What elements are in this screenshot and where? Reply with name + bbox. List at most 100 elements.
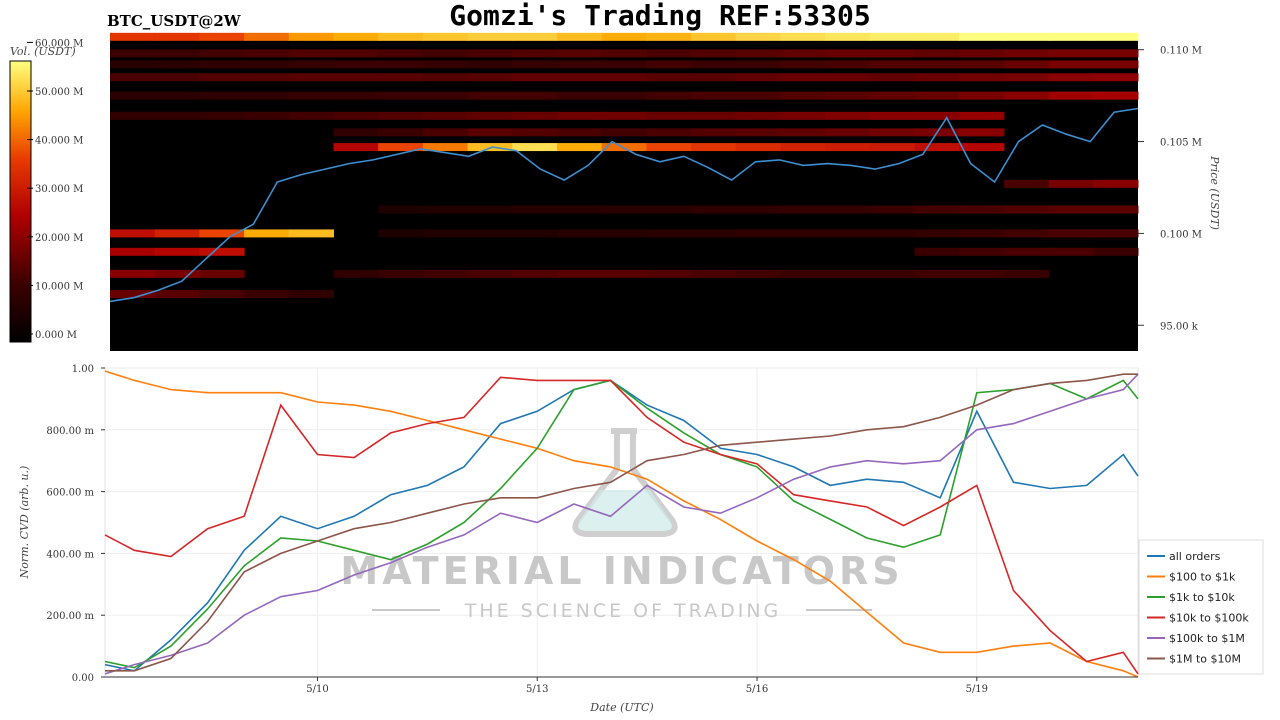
- heatmap-cell: [199, 60, 245, 69]
- heatmap-cell: [244, 60, 290, 69]
- heatmap-cell: [288, 91, 334, 100]
- heatmap-cell: [333, 32, 379, 41]
- heatmap-cell: [735, 143, 781, 152]
- heatmap-cell: [378, 205, 424, 214]
- heatmap-cell: [780, 229, 826, 238]
- cvd-x-tick-label: 5/16: [746, 684, 768, 695]
- heatmap-cell: [959, 205, 1005, 214]
- heatmap-cell: [199, 73, 245, 82]
- heatmap-cell: [556, 60, 603, 69]
- colorbar-tick-label: 20.000 M: [35, 233, 83, 244]
- heatmap-cell: [199, 49, 245, 58]
- legend-item-label: all orders: [1169, 550, 1221, 563]
- heatmap-cell: [691, 91, 737, 100]
- heatmap-cell: [333, 111, 379, 120]
- cvd-series-line: [104, 370, 1139, 678]
- heatmap-cell: [110, 290, 156, 299]
- heatmap-cell: [646, 229, 692, 238]
- cvd-axes: 0.00 200.00 m 400.00 m 600.00 m 800.00 m 1.00…: [46, 364, 1138, 695]
- heatmap-cell: [154, 60, 200, 69]
- colorbar-label: Vol. (USDT): [10, 45, 76, 58]
- heatmap-cell: [1003, 73, 1050, 82]
- heatmap-cell: [959, 73, 1005, 82]
- heatmap-cell: [646, 128, 692, 137]
- heatmap-cell: [735, 91, 781, 100]
- heatmap-cell: [825, 32, 871, 41]
- heatmap-cell: [646, 91, 692, 100]
- heatmap-cell: [154, 247, 200, 256]
- heatmap-cell: [333, 128, 379, 137]
- heatmap-cell: [646, 73, 692, 82]
- heatmap-cell: [199, 247, 245, 256]
- heatmap-cell: [1093, 91, 1139, 100]
- cvd-y-tick-label: 400.00 m: [46, 549, 94, 560]
- legend-item-label: $1k to $10k: [1169, 591, 1235, 604]
- cvd-series-line: [104, 379, 1139, 672]
- heatmap-cell: [735, 205, 781, 214]
- heatmap-cell: [422, 32, 469, 41]
- colorbar-gradient: [9, 60, 32, 343]
- heatmap-cell: [512, 143, 558, 152]
- heatmap-cell: [825, 269, 871, 278]
- heatmap-cell: [735, 73, 781, 82]
- heatmap-cell: [1048, 32, 1094, 41]
- heatmap-cell: [110, 111, 156, 120]
- heatmap-cell: [110, 32, 156, 41]
- legend-item-label: $10k to $100k: [1169, 612, 1249, 625]
- cvd-x-axis-label: Date (UTC): [589, 701, 653, 714]
- heatmap-cell: [467, 205, 513, 214]
- heatmap-y-axis-label: Price (USDT): [1208, 155, 1221, 230]
- heatmap-cell: [1093, 247, 1139, 256]
- cvd-series-lines: [104, 370, 1139, 678]
- heatmap-cell: [959, 91, 1005, 100]
- heatmap-y-tick-label: 0.100 M: [1160, 229, 1202, 240]
- heatmap-cell: [556, 143, 603, 152]
- heatmap-cell: [288, 111, 334, 120]
- heatmap-cell: [333, 49, 379, 58]
- legend-box: [1138, 539, 1264, 675]
- heatmap-cell: [601, 143, 647, 152]
- heatmap-cell: [869, 143, 916, 152]
- heatmap-cell: [869, 73, 916, 82]
- heatmap-cell: [825, 205, 871, 214]
- heatmap-cell: [154, 111, 200, 120]
- cvd-series-line: [104, 379, 1139, 669]
- heatmap-cell: [691, 111, 737, 120]
- heatmap-cell: [467, 73, 513, 82]
- heatmap-cell: [646, 49, 692, 58]
- heatmap-cell: [333, 91, 379, 100]
- heatmap-cell: [691, 49, 737, 58]
- heatmap-cell: [780, 32, 826, 41]
- heatmap-cell: [735, 111, 781, 120]
- heatmap-cell: [288, 229, 334, 238]
- heatmap-cell: [556, 128, 603, 137]
- heatmap-cell: [1093, 32, 1139, 41]
- heatmap-cell: [959, 128, 1005, 137]
- heatmap-cell: [869, 49, 916, 58]
- heatmap-cell: [869, 269, 916, 278]
- legend-items: all orders $100 to $1k $1k to $10k $10k to …: [1147, 550, 1249, 666]
- heatmap-cell: [914, 91, 960, 100]
- heatmap-panel: 95.00 k 0.100 M 0.105 M 0.110 M Price (USDT…: [109, 32, 1221, 351]
- heatmap-cell: [1048, 49, 1094, 58]
- cvd-y-tick-label: 0.00: [72, 673, 94, 684]
- heatmap-cell: [244, 32, 290, 41]
- heatmap-cell: [110, 269, 156, 278]
- heatmap-cell: [467, 111, 513, 120]
- legend-item-label: $100 to $1k: [1169, 571, 1236, 584]
- heatmap-cell: [244, 73, 290, 82]
- heatmap-cell: [601, 111, 647, 120]
- heatmap-cell: [1003, 179, 1050, 188]
- heatmap-cell: [467, 49, 513, 58]
- heatmap-cell: [288, 290, 334, 299]
- heatmap-cell: [1003, 229, 1050, 238]
- heatmap-cell: [244, 111, 290, 120]
- heatmap-cell: [422, 269, 469, 278]
- colorbar-ticks: 0.000 M 10.000 M 20.000 M 30.000 M 40.000 M 5…: [27, 38, 83, 341]
- heatmap-cell: [1048, 205, 1094, 214]
- heatmap-cell: [467, 128, 513, 137]
- heatmap-cell: [1048, 73, 1094, 82]
- heatmap-cell: [914, 111, 960, 120]
- heatmap-cell: [735, 269, 781, 278]
- heatmap-cell: [735, 229, 781, 238]
